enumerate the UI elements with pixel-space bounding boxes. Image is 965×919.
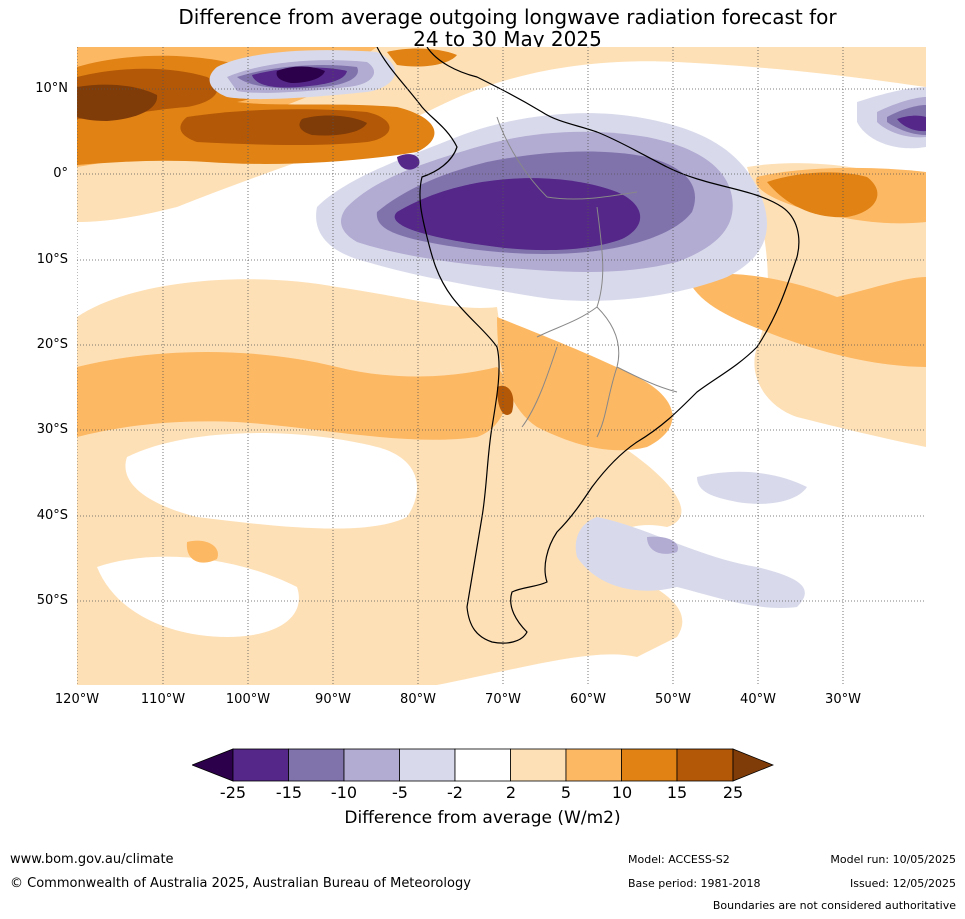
lon-label-50w: 50°W <box>655 692 691 707</box>
colorbar-tick-label: -5 <box>392 783 408 802</box>
colorbar-swatch <box>454 748 511 782</box>
colorbar-swatch <box>565 748 622 782</box>
footer-boundaries-note: Boundaries are not considered authoritat… <box>712 899 956 912</box>
lon-label-30w: 30°W <box>825 692 861 707</box>
colorbar-swatch <box>288 748 345 782</box>
south-america-coastline <box>376 47 800 644</box>
neutral-region <box>125 433 417 529</box>
colorbar-tick-label: -2 <box>447 783 463 802</box>
colorbar-title: Difference from average (W/m2) <box>344 808 621 828</box>
colorbar-swatch <box>343 748 400 782</box>
colorbar-tick-label: 5 <box>560 783 572 802</box>
colorbar-over-arrow <box>732 748 774 782</box>
lat-label-10n: 10°N <box>35 81 68 96</box>
colorbar-tick-label: -25 <box>219 783 247 802</box>
lat-label-equator: 0° <box>53 166 68 181</box>
country-boundaries <box>496 116 678 438</box>
lon-label-110w: 110°W <box>140 692 186 707</box>
lon-label-60w: 60°W <box>570 692 606 707</box>
colorbar-swatch <box>399 748 456 782</box>
lon-label-40w: 40°W <box>740 692 776 707</box>
colorbar-tick-label: 25 <box>722 783 744 802</box>
olr-anomaly-map <box>77 47 926 685</box>
graticule <box>77 47 926 685</box>
lat-label-30s: 30°S <box>36 422 68 437</box>
lat-label-40s: 40°S <box>36 508 68 523</box>
colorbar-tick-label: 2 <box>505 783 517 802</box>
lon-label-70w: 70°W <box>485 692 521 707</box>
map-title-line-1: Difference from average outgoing longwav… <box>178 5 837 29</box>
colorbar-under-arrow <box>192 748 234 782</box>
negative-anomaly-extreme <box>276 66 325 83</box>
footer-url-link[interactable]: www.bom.gov.au/climate <box>10 852 174 867</box>
lat-label-20s: 20°S <box>36 337 68 352</box>
map-title-line-2: 24 to 30 May 2025 <box>413 27 602 51</box>
colorbar-tick-label: 15 <box>666 783 688 802</box>
footer-issued: Issued: 12/05/2025 <box>849 877 956 890</box>
lon-label-90w: 90°W <box>315 692 351 707</box>
lon-label-80w: 80°W <box>400 692 436 707</box>
colorbar-tick-label: -10 <box>330 783 358 802</box>
lat-label-50s: 50°S <box>36 593 68 608</box>
legend-colorbar <box>192 748 774 782</box>
negative-anomaly-very-strong <box>252 67 926 251</box>
colorbar-swatch <box>676 748 734 782</box>
colorbar-swatch <box>621 748 678 782</box>
lat-label-10s: 10°S <box>36 252 68 267</box>
colorbar-swatch <box>232 748 289 782</box>
colorbar-swatch <box>510 748 567 782</box>
footer-model-run: Model run: 10/05/2025 <box>830 853 956 866</box>
footer-base-period: Base period: 1981-2018 <box>628 877 761 890</box>
footer-copyright: © Commonwealth of Australia 2025, Austra… <box>10 876 471 891</box>
colorbar-tick-label: 10 <box>611 783 633 802</box>
lon-label-100w: 100°W <box>225 692 271 707</box>
neutral-region-south <box>97 556 299 637</box>
footer-model: Model: ACCESS-S2 <box>628 853 730 866</box>
colorbar-tick-label: -15 <box>275 783 303 802</box>
lon-label-120w: 120°W <box>54 692 100 707</box>
